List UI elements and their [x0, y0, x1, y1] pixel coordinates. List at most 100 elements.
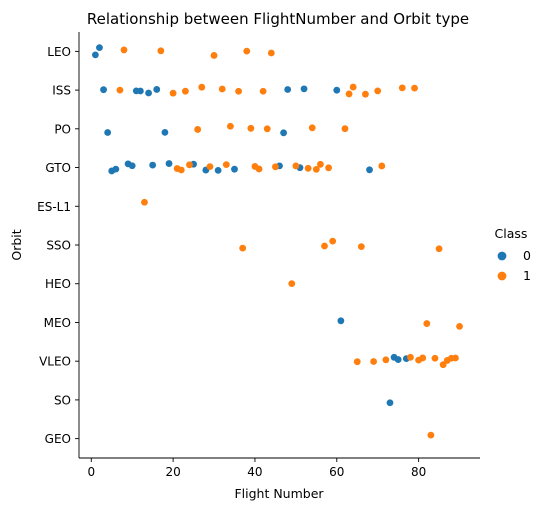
x-tick-label: 0	[87, 465, 95, 479]
y-tick-label-heo: HEO	[45, 277, 71, 291]
data-point-class-1	[308, 124, 316, 132]
y-tick-label-vleo: VLEO	[39, 355, 71, 369]
data-point-class-1	[407, 353, 414, 361]
data-point-class-1	[222, 161, 230, 169]
x-axis-label: Flight Number	[234, 486, 324, 501]
data-point-class-1	[206, 163, 214, 170]
y-axis-label: Orbit	[9, 229, 24, 260]
data-point-class-1	[141, 198, 148, 206]
data-point-class-1	[431, 354, 439, 362]
data-point-class-0	[112, 165, 120, 173]
data-point-class-1	[353, 358, 361, 366]
x-tick-label: 20	[165, 465, 180, 479]
data-point-class-1	[198, 83, 206, 91]
data-point-class-1	[317, 160, 324, 168]
x-tick-label: 60	[329, 465, 344, 479]
data-point-class-0	[214, 166, 222, 174]
data-point-class-1	[411, 84, 418, 92]
data-point-class-1	[325, 164, 333, 172]
data-point-class-1	[272, 163, 279, 171]
data-point-class-1	[239, 244, 247, 252]
data-point-class-1	[452, 354, 459, 362]
data-point-class-1	[374, 87, 382, 95]
data-point-class-1	[218, 85, 226, 93]
x-tick-label: 80	[411, 465, 426, 479]
data-point-class-0	[394, 356, 402, 363]
y-tick-label-meo: MEO	[44, 316, 71, 330]
data-point-class-0	[91, 51, 99, 59]
data-point-class-1	[382, 356, 390, 364]
y-tick-label-po: PO	[54, 122, 71, 136]
legend-marker-class-1	[497, 271, 507, 281]
data-point-class-1	[186, 161, 193, 169]
data-point-class-1	[312, 165, 320, 173]
data-point-class-0	[280, 129, 287, 137]
legend-marker-class-0	[497, 251, 507, 261]
data-point-class-0	[100, 86, 107, 94]
y-axis-ticks: LEO ISS PO GTO ES-L1 SSO HEO MEO VLEO SO GEO	[37, 45, 79, 446]
data-point-class-0	[145, 89, 152, 97]
data-point-class-0	[333, 86, 341, 94]
data-point-class-1	[181, 87, 189, 95]
y-tick-label-geo: GEO	[45, 432, 71, 446]
x-tick-label: 40	[247, 465, 262, 479]
data-point-class-1	[169, 89, 177, 97]
data-point-class-1	[235, 87, 242, 95]
legend-title: Class	[495, 226, 528, 241]
y-tick-label-sso: SSO	[46, 239, 71, 253]
data-point-class-0	[386, 399, 394, 407]
x-axis-ticks: 0 20 40 60 80	[87, 458, 426, 479]
data-point-class-0	[161, 128, 169, 136]
chart-title: Relationship between FlightNumber and Or…	[87, 10, 469, 28]
data-point-class-1	[259, 87, 267, 95]
data-point-class-1	[177, 166, 185, 174]
data-point-class-1	[288, 280, 296, 287]
data-point-class-1	[378, 162, 386, 170]
data-point-class-1	[435, 245, 443, 253]
legend: Class 0 1	[495, 226, 531, 283]
data-point-class-1	[329, 237, 337, 245]
data-point-class-1	[226, 122, 234, 130]
data-point-class-0	[104, 129, 112, 136]
data-point-class-1	[345, 90, 353, 98]
data-point-class-1	[427, 431, 435, 439]
data-point-class-1	[423, 320, 431, 327]
data-point-class-1	[349, 83, 357, 91]
data-point-class-1	[362, 90, 369, 98]
data-point-class-0	[96, 44, 103, 52]
data-point-class-1	[267, 49, 275, 57]
data-point-class-1	[419, 354, 427, 362]
data-point-class-1	[210, 52, 218, 59]
data-point-class-1	[243, 47, 251, 55]
data-point-class-0	[136, 87, 144, 95]
data-point-class-0	[128, 162, 136, 170]
y-tick-label-iss: ISS	[52, 84, 71, 98]
data-point-class-1	[194, 126, 202, 133]
data-point-class-1	[456, 322, 463, 330]
data-point-class-1	[398, 84, 406, 92]
data-point-class-0	[284, 86, 292, 93]
y-tick-label-es-l1: ES-L1	[37, 200, 71, 214]
y-tick-label-so: SO	[54, 393, 71, 407]
data-point-class-0	[337, 317, 345, 325]
data-point-class-1	[263, 125, 271, 133]
data-point-class-1	[247, 124, 255, 132]
data-point-class-1	[292, 162, 300, 170]
data-point-class-1	[157, 47, 165, 55]
y-tick-label-leo: LEO	[47, 45, 71, 59]
data-point-class-1	[357, 243, 365, 250]
legend-label-class-0: 0	[523, 248, 531, 263]
data-point-class-1	[341, 125, 349, 133]
data-point-class-1	[321, 242, 328, 250]
data-point-class-1	[304, 164, 312, 172]
plot-area	[91, 44, 463, 439]
legend-label-class-1: 1	[523, 268, 531, 283]
data-point-class-1	[370, 358, 378, 365]
data-point-class-0	[149, 161, 157, 169]
data-point-class-0	[366, 166, 373, 174]
data-point-class-0	[153, 86, 161, 93]
y-tick-label-gto: GTO	[45, 161, 71, 175]
data-point-class-1	[439, 361, 447, 369]
